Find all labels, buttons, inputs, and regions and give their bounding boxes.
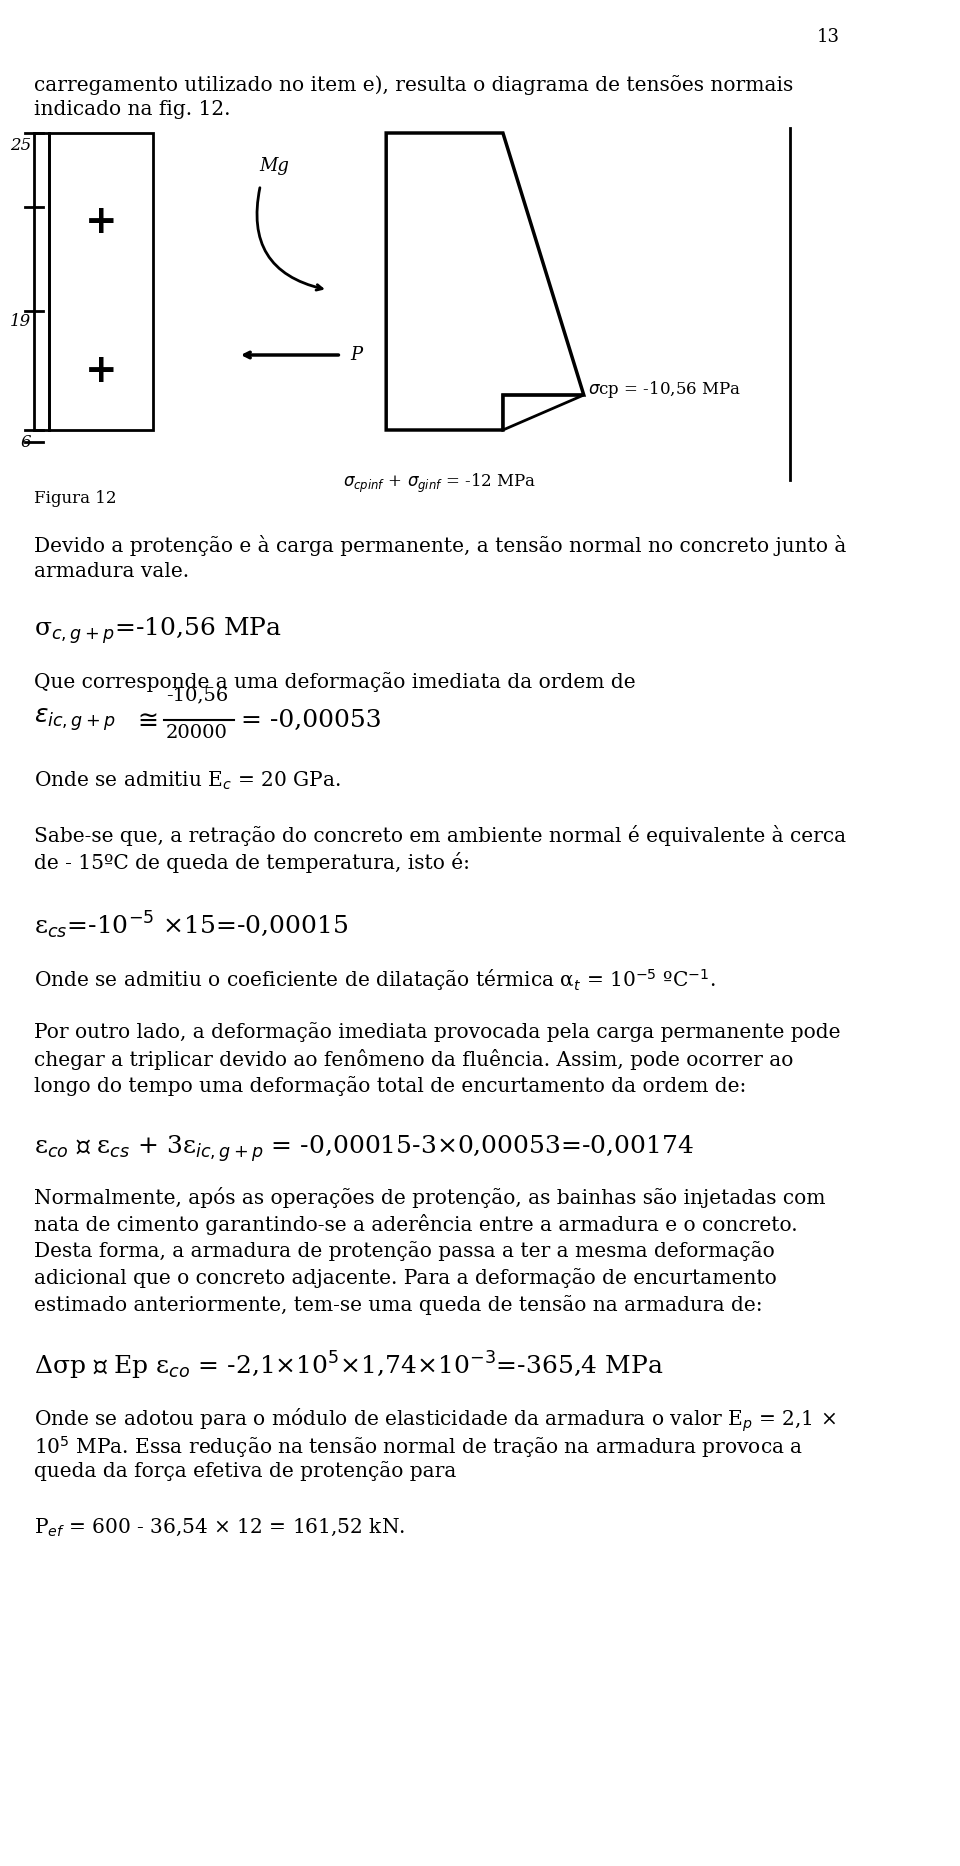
Text: Figura 12: Figura 12 xyxy=(35,491,116,508)
Text: Normalmente, após as operações de protenção, as bainhas são injetadas com: Normalmente, após as operações de proten… xyxy=(35,1187,826,1207)
Text: carregamento utilizado no item e), resulta o diagrama de tensões normais: carregamento utilizado no item e), resul… xyxy=(35,75,793,95)
Text: indicado na fig. 12.: indicado na fig. 12. xyxy=(35,101,230,119)
Text: 13: 13 xyxy=(817,28,840,47)
Text: ε$_{cs}$=-10$^{-5}$ ×15=-0,00015: ε$_{cs}$=-10$^{-5}$ ×15=-0,00015 xyxy=(35,911,348,942)
Text: queda da força efetiva de protenção para: queda da força efetiva de protenção para xyxy=(35,1461,457,1482)
Text: 25: 25 xyxy=(11,136,32,155)
Text: de - 15ºC de queda de temperatura, isto é:: de - 15ºC de queda de temperatura, isto … xyxy=(35,853,470,873)
Text: Por outro lado, a deformação imediata provocada pela carga permanente pode: Por outro lado, a deformação imediata pr… xyxy=(35,1023,841,1041)
Text: $\varepsilon_{ic,g+p}$: $\varepsilon_{ic,g+p}$ xyxy=(35,707,116,733)
Text: Onde se adotou para o módulo de elasticidade da armadura o valor E$_{p}$ = 2,1 ×: Onde se adotou para o módulo de elastici… xyxy=(35,1407,836,1435)
Text: Desta forma, a armadura de protenção passa a ter a mesma deformação: Desta forma, a armadura de protenção pas… xyxy=(35,1241,775,1261)
Text: σ$_{c,g+p}$=-10,56 MPa: σ$_{c,g+p}$=-10,56 MPa xyxy=(35,616,282,646)
Text: 19: 19 xyxy=(11,313,32,330)
Text: Onde se admitiu o coeficiente de dilatação térmica α$_{t}$ = 10$^{-5}$ ºC$^{-1}$: Onde se admitiu o coeficiente de dilataç… xyxy=(35,967,716,993)
Text: $\sigma_{cpinf}$ + $\sigma_{ginf}$ = -12 MPa: $\sigma_{cpinf}$ + $\sigma_{ginf}$ = -12… xyxy=(344,472,537,494)
Text: Sabe-se que, a retração do concreto em ambiente normal é equivalente à cerca: Sabe-se que, a retração do concreto em a… xyxy=(35,825,847,845)
Text: Onde se admitiu E$_{c}$ = 20 GPa.: Onde se admitiu E$_{c}$ = 20 GPa. xyxy=(35,771,341,793)
Text: longo do tempo uma deformação total de encurtamento da ordem de:: longo do tempo uma deformação total de e… xyxy=(35,1077,747,1095)
Text: +: + xyxy=(84,203,117,241)
Text: Devido a protenção e à carga permanente, a tensão normal no concreto junto à: Devido a protenção e à carga permanente,… xyxy=(35,536,847,556)
Text: estimado anteriormente, tem-se uma queda de tensão na armadura de:: estimado anteriormente, tem-se uma queda… xyxy=(35,1295,763,1316)
Text: $\sigma$cp = -10,56 MPa: $\sigma$cp = -10,56 MPa xyxy=(588,379,741,401)
Text: armadura vale.: armadura vale. xyxy=(35,562,189,580)
Text: Mg: Mg xyxy=(259,157,289,175)
Text: P: P xyxy=(350,345,362,364)
Text: nata de cimento garantindo-se a aderência entre a armadura e o concreto.: nata de cimento garantindo-se a aderênci… xyxy=(35,1215,798,1235)
Text: -10,56: -10,56 xyxy=(166,687,228,703)
Text: 6: 6 xyxy=(21,435,32,452)
Text: P$_{ef}$ = 600 - 36,54 × 12 = 161,52 kN.: P$_{ef}$ = 600 - 36,54 × 12 = 161,52 kN. xyxy=(35,1515,405,1538)
Text: +: + xyxy=(84,351,117,390)
Text: adicional que o concreto adjacente. Para a deformação de encurtamento: adicional que o concreto adjacente. Para… xyxy=(35,1269,777,1288)
Text: Δσp ≅ Ep ε$_{co}$ = -2,1×10$^5$×1,74×10$^{-3}$=-365,4 MPa: Δσp ≅ Ep ε$_{co}$ = -2,1×10$^5$×1,74×10$… xyxy=(35,1349,663,1383)
Text: chegar a triplicar devido ao fenômeno da fluência. Assim, pode ocorrer ao: chegar a triplicar devido ao fenômeno da… xyxy=(35,1049,794,1069)
Text: 20000: 20000 xyxy=(166,724,228,743)
Text: = -0,00053: = -0,00053 xyxy=(241,709,381,731)
Text: Que corresponde a uma deformação imediata da ordem de: Que corresponde a uma deformação imediat… xyxy=(35,672,636,692)
Text: $\cong$: $\cong$ xyxy=(132,709,158,731)
Text: ε$_{co}$ ≅ ε$_{cs}$ + 3ε$_{ic,g+p}$ = -0,00015-3×0,00053=-0,00174: ε$_{co}$ ≅ ε$_{cs}$ + 3ε$_{ic,g+p}$ = -0… xyxy=(35,1133,694,1164)
Text: 10$^5$ MPa. Essa redução na tensão normal de tração na armadura provoca a: 10$^5$ MPa. Essa redução na tensão norma… xyxy=(35,1433,804,1459)
